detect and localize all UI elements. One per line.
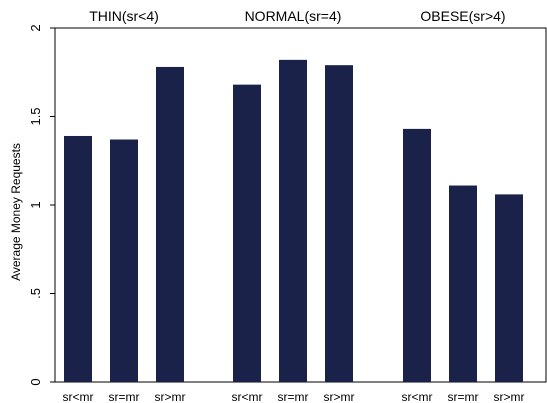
bar [64, 135, 92, 382]
bar [233, 84, 261, 382]
bar [495, 194, 523, 382]
y-tick-label: .5 [28, 288, 43, 299]
plot-area: 0 .5 1 1.5 2 THIN(sr<4) sr<mr sr=mr sr>mr NORMAL(… [28, 8, 547, 403]
y-tick-label: 1.5 [28, 107, 43, 125]
x-category-label: sr=mr [278, 390, 309, 403]
bar [110, 139, 138, 382]
x-category-label: sr=mr [109, 390, 140, 403]
y-tick-label: 0 [28, 378, 43, 385]
x-category-label: sr<mr [402, 390, 433, 403]
x-category-label: sr<mr [63, 390, 94, 403]
x-category-label: sr=mr [448, 390, 479, 403]
bar [449, 185, 477, 382]
bar [279, 59, 307, 383]
panel-title: NORMAL(sr=4) [245, 8, 342, 24]
y-tick-label: 1 [28, 201, 43, 208]
x-category-label: sr>mr [494, 390, 525, 403]
bar [403, 128, 431, 382]
bar [156, 66, 184, 382]
x-category-label: sr<mr [232, 390, 263, 403]
x-category-label: sr>mr [155, 390, 186, 403]
panel-title: THIN(sr<4) [89, 8, 159, 24]
y-axis-title: Average Money Requests [9, 143, 23, 281]
y-tick-label: 2 [28, 24, 43, 31]
panel-title: OBESE(sr>4) [420, 8, 505, 24]
x-category-label: sr>mr [324, 390, 355, 403]
bar [325, 65, 353, 383]
